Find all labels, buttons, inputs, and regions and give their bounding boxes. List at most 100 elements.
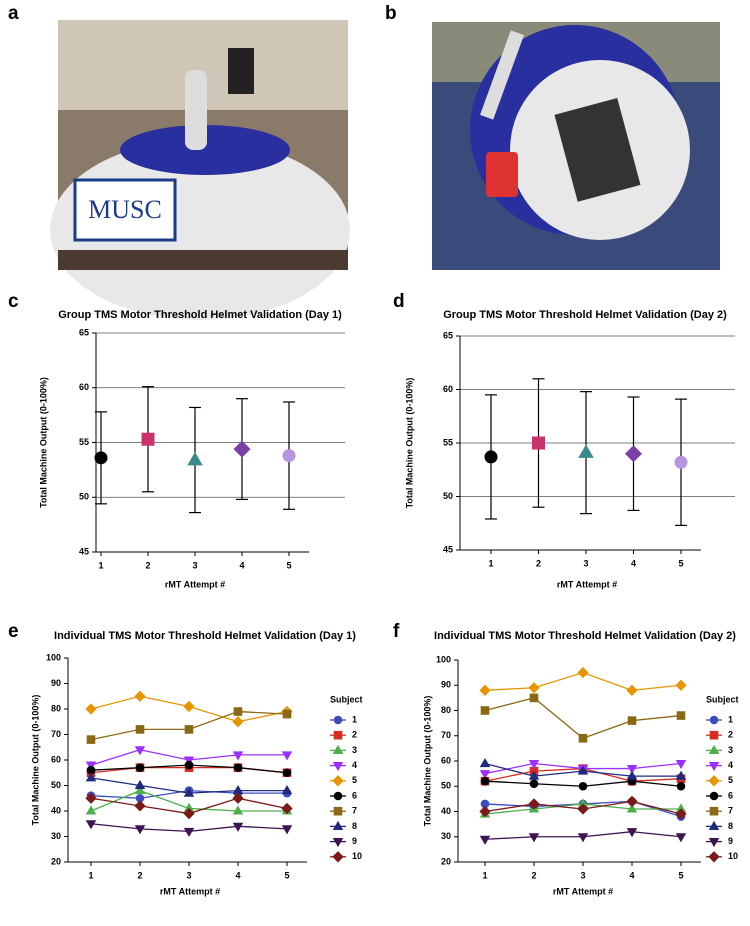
panel-label: d	[393, 291, 405, 312]
y-tick-label: 60	[51, 754, 61, 764]
x-tick-label: 4	[631, 558, 636, 568]
legend-marker	[332, 762, 344, 772]
marker	[626, 803, 638, 813]
legend-marker	[332, 851, 344, 863]
y-axis-label: Total Machine Output (0-100%)	[422, 696, 432, 827]
legend-marker	[708, 775, 720, 787]
y-tick-label: 80	[441, 705, 451, 715]
marker	[183, 807, 195, 820]
panel-label: a	[8, 3, 19, 24]
legend-marker	[708, 838, 720, 848]
marker	[85, 772, 97, 782]
marker	[675, 759, 687, 770]
y-tick-label: 60	[443, 384, 453, 394]
y-tick-label: 100	[46, 652, 61, 662]
legend-marker	[709, 806, 719, 816]
y-tick-label: 65	[443, 330, 453, 340]
marker	[281, 825, 293, 835]
marker	[134, 825, 146, 835]
legend-label: 1	[728, 714, 733, 724]
marker	[676, 781, 686, 791]
marker	[232, 751, 244, 761]
marker	[232, 792, 244, 804]
y-tick-label: 50	[441, 781, 451, 791]
chart-title: Group TMS Motor Threshold Helmet Validat…	[443, 309, 727, 321]
x-tick-label: 4	[629, 870, 634, 880]
y-tick-label: 50	[51, 780, 61, 790]
legend-marker	[709, 730, 719, 740]
marker	[184, 760, 194, 770]
marker	[674, 455, 688, 469]
y-tick-label: 70	[51, 729, 61, 739]
marker	[676, 711, 686, 720]
legend-marker	[708, 851, 720, 863]
legend-label: 4	[728, 760, 733, 770]
marker	[626, 684, 638, 696]
legend-marker	[709, 715, 719, 725]
marker	[85, 703, 97, 715]
marker	[134, 785, 146, 795]
marker	[528, 798, 540, 810]
legend-marker	[333, 715, 343, 725]
legend-label: 2	[352, 730, 357, 740]
y-axis-label: Total Machine Output (0-100%)	[404, 378, 414, 509]
y-axis-label: Total Machine Output (0-100%)	[38, 377, 48, 508]
x-tick-label: 4	[235, 870, 240, 880]
marker	[85, 761, 97, 771]
legend-label: 8	[728, 821, 733, 831]
marker	[282, 709, 292, 719]
marker	[626, 795, 638, 808]
marker	[232, 822, 244, 832]
photo-a: MUSC	[50, 20, 350, 320]
marker	[134, 746, 146, 756]
legend-label: 9	[728, 836, 733, 846]
x-tick-label: 3	[192, 560, 197, 570]
marker	[578, 781, 588, 791]
y-tick-label: 60	[79, 382, 89, 392]
y-tick-label: 50	[79, 492, 89, 502]
marker	[480, 706, 490, 715]
legend-label: 9	[352, 836, 357, 846]
y-tick-label: 50	[443, 491, 453, 501]
marker	[578, 733, 588, 743]
marker	[624, 445, 643, 463]
y-tick-label: 60	[441, 755, 451, 765]
y-tick-label: 20	[51, 856, 61, 866]
marker	[532, 436, 545, 450]
marker	[529, 779, 539, 789]
marker	[135, 725, 145, 734]
chart-title: Individual TMS Motor Threshold Helmet Va…	[54, 630, 356, 642]
marker	[282, 449, 296, 463]
marker	[479, 684, 491, 696]
marker	[183, 827, 195, 837]
x-axis-label: rMT Attempt #	[160, 886, 220, 896]
marker	[675, 808, 687, 820]
legend-label: 3	[352, 745, 357, 755]
marker	[85, 820, 97, 830]
marker	[528, 682, 540, 694]
x-tick-label: 1	[98, 560, 103, 570]
marker	[479, 835, 491, 845]
marker	[528, 770, 540, 780]
x-tick-label: 3	[580, 870, 585, 880]
x-tick-label: 5	[678, 870, 683, 880]
x-tick-label: 1	[482, 870, 487, 880]
legend-marker	[332, 820, 344, 830]
x-axis-label: rMT Attempt #	[553, 886, 613, 896]
panel-label: c	[8, 291, 19, 312]
legend-label: 10	[352, 851, 362, 861]
panel-label: b	[385, 3, 397, 24]
legend-label: 7	[352, 806, 357, 816]
panel-label: f	[393, 621, 400, 642]
y-tick-label: 65	[79, 327, 89, 337]
legend-label: 6	[728, 790, 733, 800]
y-tick-label: 20	[441, 856, 451, 866]
marker	[134, 779, 146, 790]
marker	[577, 666, 589, 679]
legend-label: 1	[352, 714, 357, 724]
photo-b	[432, 22, 720, 270]
y-tick-label: 55	[79, 437, 89, 447]
y-tick-label: 30	[51, 831, 61, 841]
legend-marker	[332, 775, 344, 787]
y-tick-label: 90	[441, 680, 451, 690]
